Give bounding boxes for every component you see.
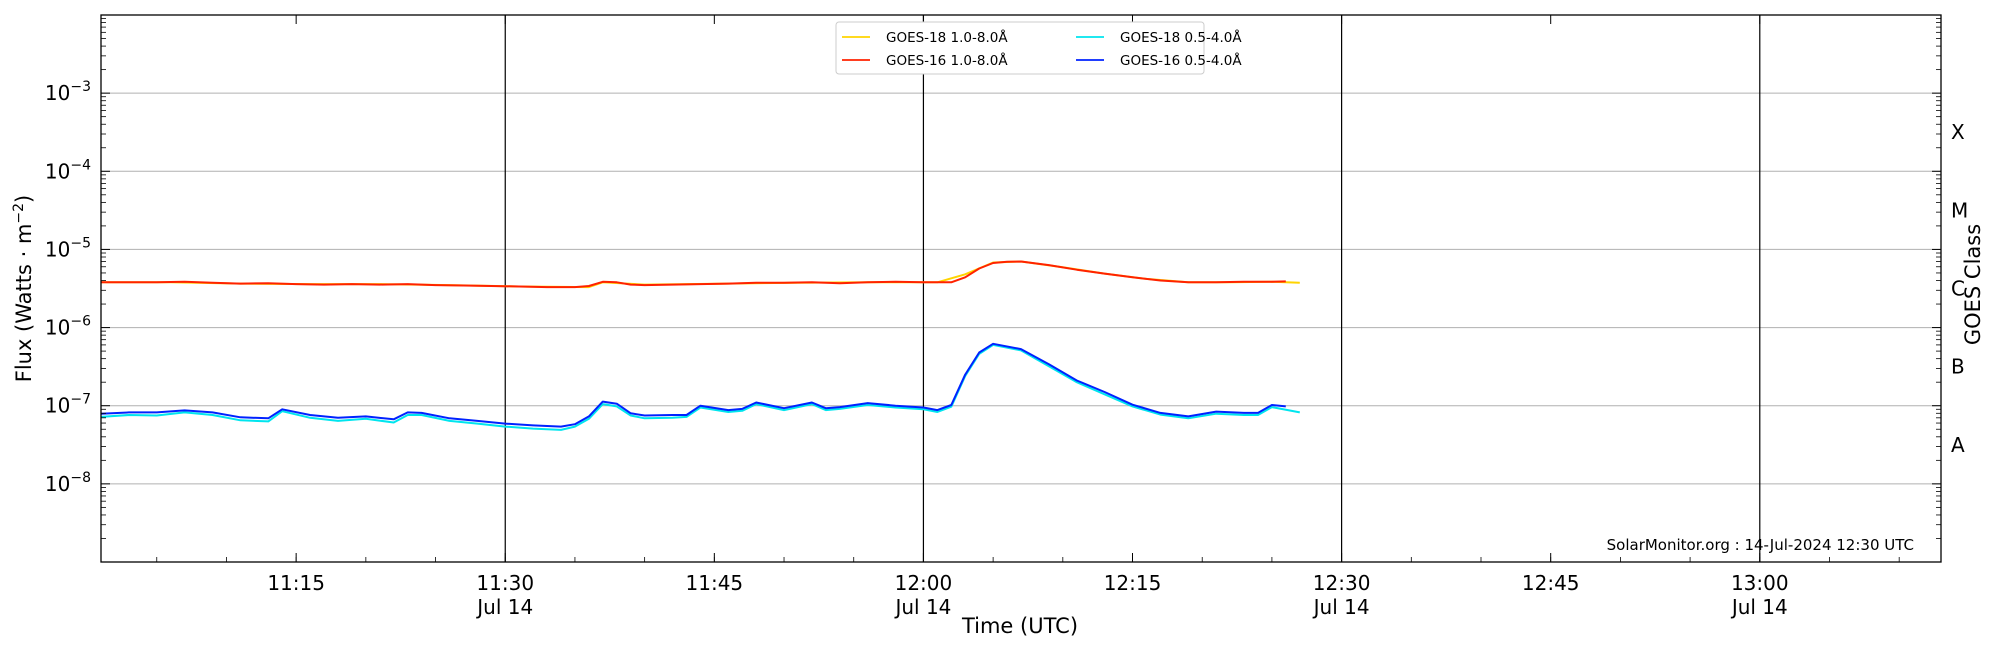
series-line bbox=[101, 260, 1286, 289]
grid bbox=[101, 92, 1941, 485]
x-tick-label: 11:30 bbox=[476, 571, 534, 595]
y-tick-label: 10−3 bbox=[45, 79, 91, 105]
x-tick-date-label: Jul 14 bbox=[1730, 595, 1788, 619]
y-tick-base: 10 bbox=[45, 472, 70, 496]
y-tick-exponent: −5 bbox=[70, 235, 91, 251]
goes-class-axis: A B C M X bbox=[1951, 120, 1968, 457]
x-tick-label: 12:00 bbox=[895, 571, 953, 595]
legend-label: GOES-18 1.0-8.0Å bbox=[886, 29, 1008, 46]
legend-label: GOES-16 1.0-8.0Å bbox=[886, 52, 1008, 69]
goes-class-label: M bbox=[1951, 198, 1968, 222]
y-tick-exponent: −6 bbox=[70, 314, 91, 330]
y-tick-base: 10 bbox=[45, 81, 70, 105]
x-tick-label: 12:30 bbox=[1313, 571, 1371, 595]
plot-series bbox=[100, 260, 1300, 431]
x-tick-date-label: Jul 14 bbox=[893, 595, 951, 619]
day-markers bbox=[504, 15, 1761, 562]
y-tick-label: 10−5 bbox=[45, 235, 91, 261]
series-line bbox=[100, 343, 1300, 431]
x-tick-label: 12:45 bbox=[1522, 571, 1580, 595]
y-tick-label: 10−4 bbox=[45, 157, 91, 183]
legend-label: GOES-18 0.5-4.0Å bbox=[1120, 29, 1242, 46]
y-tick-label: 10−7 bbox=[45, 392, 91, 418]
x-tick-date-label: Jul 14 bbox=[475, 595, 533, 619]
y-tick-exponent: −4 bbox=[70, 157, 91, 173]
y-tick-exponent: −8 bbox=[70, 470, 91, 486]
x-tick-label: 11:45 bbox=[686, 571, 744, 595]
plot-frame bbox=[100, 14, 1942, 563]
x-axis-title: Time (UTC) bbox=[961, 614, 1078, 638]
y-tick-label: 10−6 bbox=[45, 314, 91, 340]
goes-class-label: C bbox=[1951, 277, 1965, 301]
legend: GOES-18 1.0-8.0Å GOES-16 1.0-8.0Å GOES-18 … bbox=[835, 21, 1242, 75]
goes-class-label: A bbox=[1951, 433, 1965, 457]
y-tick-base: 10 bbox=[45, 159, 70, 183]
x-tick-label: 13:00 bbox=[1731, 571, 1789, 595]
goes-class-axis-title: GOES Class bbox=[1961, 224, 1985, 345]
legend-label: GOES-16 0.5-4.0Å bbox=[1120, 52, 1242, 69]
goes-class-label: B bbox=[1951, 355, 1965, 379]
y-axis-title-main: Flux (Watts · m bbox=[12, 224, 36, 383]
y-tick-exponent: −3 bbox=[70, 79, 91, 95]
y-axis-title: Flux (Watts · m−2) bbox=[11, 195, 36, 383]
x-tick-date-label: Jul 14 bbox=[1312, 595, 1370, 619]
goes-class-label: X bbox=[1951, 120, 1965, 144]
x-tick-label: 12:15 bbox=[1104, 571, 1162, 595]
credit-text: SolarMonitor.org : 14-Jul-2024 12:30 UTC bbox=[1607, 536, 1914, 554]
y-axis: 10−810−710−610−510−410−3 bbox=[45, 18, 1941, 563]
series-line bbox=[100, 342, 1286, 428]
legend-box bbox=[835, 21, 1205, 75]
y-axis-title-exponent: −2 bbox=[11, 203, 27, 224]
y-tick-exponent: −7 bbox=[70, 392, 91, 408]
y-axis-title-end: ) bbox=[12, 195, 36, 203]
x-tick-label: 11:15 bbox=[267, 571, 325, 595]
y-tick-base: 10 bbox=[45, 316, 70, 340]
y-tick-label: 10−8 bbox=[45, 470, 91, 496]
y-tick-base: 10 bbox=[45, 394, 70, 418]
y-tick-base: 10 bbox=[45, 237, 70, 261]
